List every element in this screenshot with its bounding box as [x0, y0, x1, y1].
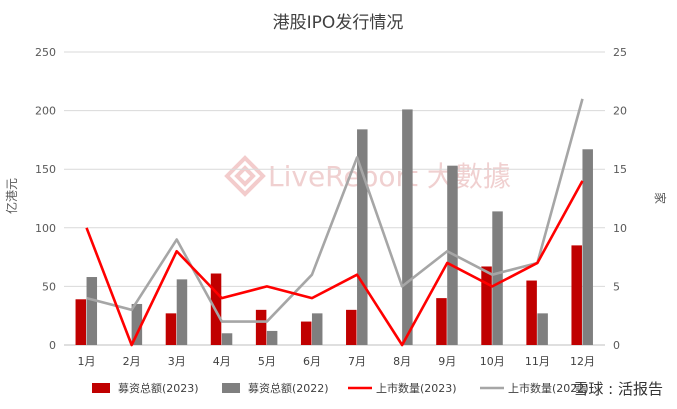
bar	[300, 321, 312, 345]
y2-tick-label: 25	[613, 46, 627, 59]
x-tick-label: 7月	[348, 355, 366, 368]
x-tick-label: 10月	[480, 355, 505, 368]
bar	[402, 109, 413, 345]
x-tick-label: 3月	[168, 355, 186, 368]
chart-title: 港股IPO发行情况	[273, 13, 404, 33]
x-tick-label: 9月	[438, 355, 456, 368]
watermark-text: LiveReport 大數據	[268, 160, 511, 193]
bar	[537, 313, 548, 345]
series-line	[85, 180, 584, 347]
x-tick-label: 11月	[525, 355, 550, 368]
legend-label: 募资总额(2022)	[248, 381, 329, 395]
bar	[346, 309, 357, 345]
gridlines	[64, 51, 605, 346]
y-tick-label: 0	[49, 339, 56, 352]
legend-swatch	[222, 383, 240, 393]
bar	[481, 266, 492, 345]
bar	[176, 279, 188, 345]
bar	[492, 211, 503, 345]
x-tick-label: 8月	[393, 355, 411, 368]
bar	[86, 277, 98, 345]
y-tick-label: 250	[35, 46, 56, 59]
bar	[571, 245, 582, 345]
watermark-logo-inner	[234, 165, 256, 187]
x-tick-label: 4月	[213, 355, 231, 368]
y-tick-label: 100	[35, 222, 56, 235]
y-axis-label: 亿港元	[4, 178, 19, 214]
bar	[436, 298, 447, 345]
bar	[266, 330, 278, 345]
legend-swatch	[92, 383, 110, 393]
bar	[255, 309, 267, 345]
bar	[311, 313, 323, 345]
bar	[165, 313, 177, 345]
x-tick-label: 12月	[570, 355, 595, 368]
bar	[221, 333, 233, 345]
x-tick-label: 1月	[78, 355, 96, 368]
y-tick-label: 150	[35, 163, 56, 176]
y2-tick-label: 0	[613, 339, 620, 352]
y2-tick-label: 15	[613, 163, 627, 176]
x-tick-label: 5月	[258, 355, 276, 368]
x-tick-label: 6月	[303, 355, 321, 368]
bar	[75, 299, 87, 345]
series-line	[86, 98, 584, 323]
y2-tick-label: 20	[613, 105, 627, 118]
bars	[75, 109, 593, 345]
y-tick-label: 50	[42, 280, 56, 293]
watermark: LiveReport 大數據	[224, 155, 511, 197]
watermark-logo	[224, 155, 266, 197]
series-lines	[85, 98, 584, 347]
right-axis-ticks: 0 5 10 15 20 25	[613, 46, 627, 352]
y2-axis-label: 家	[653, 192, 668, 204]
legend-label: 上市数量(2022)	[508, 381, 589, 395]
y-tick-label: 200	[35, 105, 56, 118]
bar	[357, 129, 368, 345]
credit-text: 雪球 : 活报告	[573, 380, 663, 398]
legend: 募资总额(2023) 募资总额(2022) 上市数量(2023) 上市数量(2022)	[92, 381, 589, 395]
bar	[131, 303, 143, 345]
legend-label: 募资总额(2023)	[118, 381, 199, 395]
left-axis-ticks: 0 50 100 150 200 250	[35, 46, 56, 352]
legend-label: 上市数量(2023)	[376, 381, 457, 395]
x-tick-label: 2月	[123, 355, 141, 368]
bar	[582, 149, 593, 345]
x-axis-ticks: 1月 2月 3月 4月 5月 6月 7月 8月 9月 10月 11月 12月	[78, 355, 595, 368]
y2-tick-label: 5	[613, 280, 620, 293]
y2-tick-label: 10	[613, 222, 627, 235]
bar	[526, 280, 537, 345]
